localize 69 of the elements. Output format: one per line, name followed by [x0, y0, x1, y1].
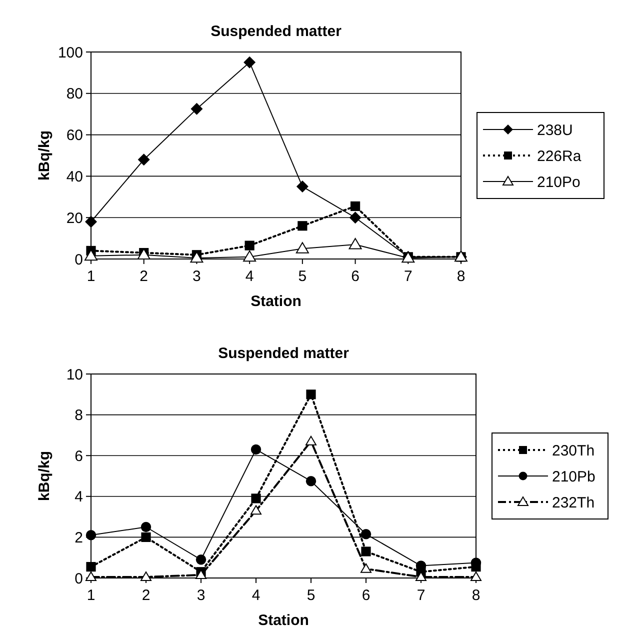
x-tick-label: 8	[456, 268, 466, 285]
y-tick-label: 80	[66, 86, 83, 103]
y-tick-label: 6	[74, 448, 83, 465]
point	[296, 180, 308, 193]
y-tick-label: 2	[74, 529, 83, 546]
x-tick-label: 4	[252, 587, 260, 604]
x-axis-title: Station	[258, 612, 309, 629]
point	[361, 546, 371, 556]
point	[190, 251, 204, 263]
y-tick-label: 0	[74, 570, 83, 588]
x-tick-label: 8	[472, 587, 480, 604]
point	[250, 444, 262, 455]
point	[349, 212, 362, 224]
x-tick-label: 6	[351, 268, 360, 285]
x-tick-label: 2	[140, 268, 148, 285]
point	[244, 240, 254, 250]
point	[306, 390, 316, 400]
point	[140, 522, 152, 532]
point	[306, 476, 316, 486]
point	[196, 554, 206, 565]
point	[250, 505, 262, 515]
point	[348, 238, 362, 250]
point	[86, 562, 96, 572]
x-tick-label: 5	[306, 587, 316, 604]
chart-title: Suspended matter	[210, 23, 342, 40]
y-tick-label: 100	[58, 44, 83, 62]
point	[360, 529, 372, 540]
x-tick-label: 5	[298, 268, 307, 285]
y-tick-label: 40	[66, 168, 83, 186]
point	[85, 216, 97, 228]
point	[251, 494, 261, 504]
point	[243, 250, 256, 262]
point	[86, 530, 96, 540]
y-axis-title: kBq/kg	[36, 130, 53, 181]
x-tick-label: 1	[86, 587, 96, 604]
y-tick-label: 20	[66, 210, 83, 227]
legend-label: 210Po	[537, 174, 580, 191]
x-tick-label: 6	[362, 587, 370, 604]
point	[140, 571, 152, 581]
y-tick-label: 0	[74, 251, 83, 268]
y-tick-label: 4	[74, 488, 83, 506]
x-tick-label: 7	[416, 587, 426, 604]
point	[470, 571, 482, 581]
point	[306, 436, 316, 446]
x-axis-title: Station	[250, 293, 302, 310]
point	[141, 532, 151, 542]
point	[190, 102, 203, 115]
legend-label: 226Ra	[537, 148, 582, 165]
y-axis-title: kBq/kg	[36, 450, 53, 502]
x-tick-label: 3	[196, 587, 206, 604]
legend-label: 232Th	[552, 494, 595, 512]
y-tick-label: 60	[66, 127, 83, 144]
point	[298, 221, 308, 231]
legend-label: 238U	[537, 122, 573, 139]
x-tick-label: 1	[86, 268, 96, 285]
point	[244, 56, 256, 68]
legend-label: 210Pb	[552, 468, 596, 486]
point	[350, 201, 360, 212]
chart-title: Suspended matter	[218, 345, 350, 362]
point	[296, 242, 309, 254]
point	[360, 563, 372, 573]
x-tick-label: 7	[404, 268, 412, 285]
x-tick-label: 3	[192, 268, 201, 285]
y-tick-label: 10	[66, 366, 83, 384]
point	[138, 154, 150, 166]
legend-label: 230Th	[552, 442, 595, 460]
x-tick-label: 4	[245, 268, 254, 285]
y-tick-label: 8	[74, 407, 83, 424]
x-tick-label: 2	[142, 587, 150, 604]
